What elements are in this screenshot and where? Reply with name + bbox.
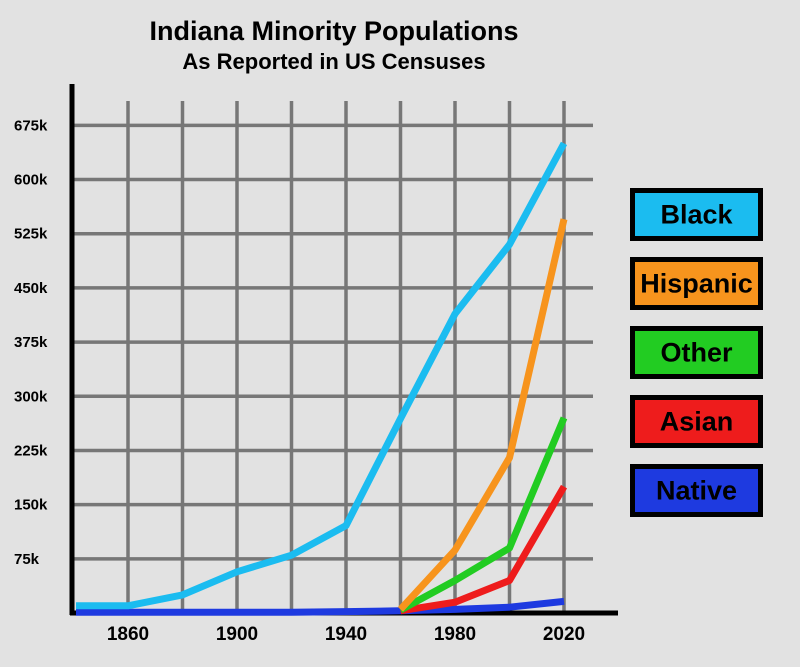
legend-swatch (635, 331, 758, 374)
y-tick-label: 450k (14, 280, 48, 297)
legend-item-hispanic: Hispanic (630, 257, 763, 310)
x-tick-label: 1940 (325, 624, 367, 645)
legend-swatch (635, 262, 758, 305)
legend-label: Black (660, 200, 733, 230)
y-tick-label: 75k (14, 551, 40, 568)
y-tick-label: 525k (14, 226, 48, 243)
axes: 75k 150k 225k 300k 375k 450k 525k 600k 675k 1860 1… (14, 84, 618, 645)
series-line-other (398, 416, 568, 614)
series-line-black (76, 141, 568, 610)
legend-item-black: Black (630, 188, 763, 241)
x-tick-label: 1980 (434, 624, 476, 645)
legend-swatch (635, 400, 758, 443)
y-tick-label: 225k (14, 442, 48, 459)
legend-swatch (635, 193, 758, 236)
y-tick-label: 600k (14, 172, 48, 189)
legend-swatch (635, 469, 758, 512)
series-line-native (76, 597, 565, 616)
legend-label: Other (660, 338, 733, 368)
legend-item-asian: Asian (630, 395, 763, 448)
x-tick-label: 1900 (216, 624, 258, 645)
legend-label: Hispanic (640, 269, 753, 299)
legend-item-native: Native (630, 464, 763, 517)
x-tick-label: 1860 (107, 624, 149, 645)
y-tick-label: 150k (14, 497, 48, 514)
legend: Black Hispanic Other Asian Native (630, 188, 763, 517)
y-tick-label: 675k (14, 117, 48, 134)
legend-label: Native (656, 476, 737, 506)
y-tick-label: 375k (14, 334, 48, 351)
legend-label: Asian (660, 407, 734, 437)
legend-item-other: Other (630, 326, 763, 379)
y-tick-label: 300k (14, 388, 48, 405)
chart-title: Indiana Minority Populations (149, 16, 518, 46)
x-tick-label: 2020 (543, 624, 585, 645)
series-line-asian (399, 484, 568, 615)
chart-subtitle: As Reported in US Censuses (182, 49, 485, 74)
series-line-hispanic (397, 218, 568, 612)
series-lines (76, 141, 568, 616)
grid (72, 101, 593, 613)
